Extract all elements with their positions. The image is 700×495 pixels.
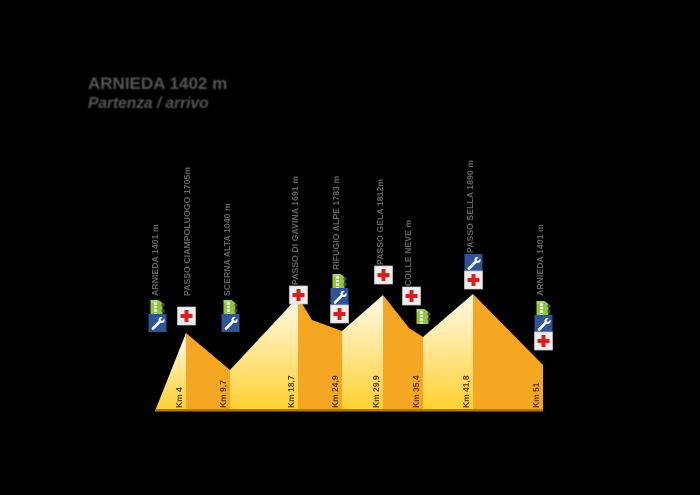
svg-text:PASSO DI GAVINA 1691 m: PASSO DI GAVINA 1691 m xyxy=(290,176,300,285)
svg-text:RIFUGIO ALPE 1783 m: RIFUGIO ALPE 1783 m xyxy=(331,176,341,270)
svg-text:ARNIEDA 1401 m: ARNIEDA 1401 m xyxy=(535,224,545,296)
svg-text:Km 24,9: Km 24,9 xyxy=(330,375,340,408)
svg-text:Km 4: Km 4 xyxy=(174,387,184,408)
svg-text:Km 29,9: Km 29,9 xyxy=(371,375,381,408)
svg-text:ARNIEDA 1401 m: ARNIEDA 1401 m xyxy=(150,224,160,296)
svg-text:Km 51: Km 51 xyxy=(531,382,541,408)
svg-text:Km 41,8: Km 41,8 xyxy=(461,375,471,408)
svg-text:PASSO GELA 1812m: PASSO GELA 1812m xyxy=(375,179,385,265)
svg-text:Partenza / arrivo: Partenza / arrivo xyxy=(88,95,209,112)
svg-text:COLLE NEVE m: COLLE NEVE m xyxy=(403,220,413,286)
svg-text:SCERNA ALTA 1040 m: SCERNA ALTA 1040 m xyxy=(222,203,232,296)
svg-text:Km 18,7: Km 18,7 xyxy=(286,375,296,408)
svg-text:ARNIEDA 1402 m: ARNIEDA 1402 m xyxy=(88,74,227,93)
svg-text:PASSO CIAMPOLUOGO 1705m: PASSO CIAMPOLUOGO 1705m xyxy=(182,167,192,296)
svg-text:Km 9,7: Km 9,7 xyxy=(218,380,228,408)
svg-text:Km 35,4: Km 35,4 xyxy=(411,375,421,408)
svg-text:PASSO SELLA 1890 m: PASSO SELLA 1890 m xyxy=(465,160,475,253)
